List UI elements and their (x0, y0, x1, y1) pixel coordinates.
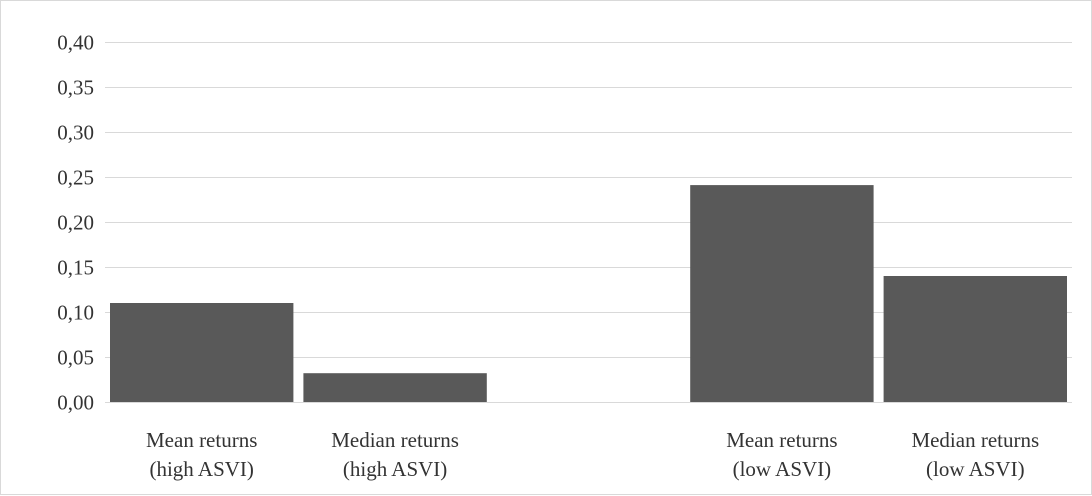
y-axis-ticks: 0,00 0,05 0,10 0,15 0,20 0,25 0,30 0,35 0,40 (57, 31, 94, 415)
bar (110, 303, 294, 402)
y-tick-label: 0,15 (57, 256, 94, 280)
x-category-label: Mean returns (726, 428, 837, 452)
y-tick-label: 0,10 (57, 301, 94, 325)
y-tick-label: 0,35 (57, 76, 94, 100)
y-tick-label: 0,40 (57, 31, 94, 55)
y-tick-label: 0,25 (57, 166, 94, 190)
y-tick-label: 0,30 (57, 121, 94, 145)
x-category-label: Mean returns (146, 428, 257, 452)
y-tick-label: 0,20 (57, 211, 94, 235)
y-tick-label: 0,00 (57, 391, 94, 415)
y-tick-label: 0,05 (57, 346, 94, 370)
x-category-label: (high ASVI) (149, 457, 253, 481)
bar (690, 185, 874, 402)
x-category-label: (high ASVI) (343, 457, 447, 481)
bar (883, 276, 1067, 402)
bar (303, 373, 487, 402)
x-category-label: Median returns (911, 428, 1039, 452)
x-axis-labels: Mean returns (high ASVI) Median returns (hi… (146, 428, 1039, 481)
bars (110, 185, 1067, 402)
x-category-label: (low ASVI) (926, 457, 1025, 481)
x-category-label: Median returns (331, 428, 459, 452)
x-category-label: (low ASVI) (733, 457, 832, 481)
